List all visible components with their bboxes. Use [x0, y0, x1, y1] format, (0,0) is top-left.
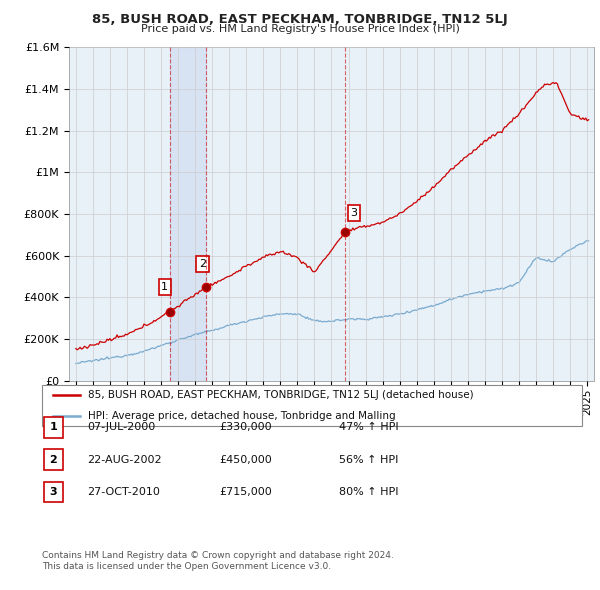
Text: 2: 2 [50, 455, 57, 464]
FancyBboxPatch shape [44, 481, 63, 503]
Text: £330,000: £330,000 [219, 422, 272, 432]
Text: 07-JUL-2000: 07-JUL-2000 [87, 422, 155, 432]
Text: £715,000: £715,000 [219, 487, 272, 497]
Text: 47% ↑ HPI: 47% ↑ HPI [339, 422, 398, 432]
FancyBboxPatch shape [44, 449, 63, 470]
Text: 3: 3 [50, 487, 57, 497]
FancyBboxPatch shape [42, 385, 582, 426]
Text: 1: 1 [161, 282, 168, 292]
Text: 2: 2 [199, 259, 206, 269]
Bar [170, 47, 206, 381]
Text: Contains HM Land Registry data © Crown copyright and database right 2024.: Contains HM Land Registry data © Crown c… [42, 550, 394, 559]
Text: 56% ↑ HPI: 56% ↑ HPI [339, 455, 398, 464]
Text: £450,000: £450,000 [219, 455, 272, 464]
Text: 85, BUSH ROAD, EAST PECKHAM, TONBRIDGE, TN12 5LJ: 85, BUSH ROAD, EAST PECKHAM, TONBRIDGE, … [92, 13, 508, 26]
FancyBboxPatch shape [44, 417, 63, 438]
Text: 1: 1 [50, 422, 57, 432]
Text: 27-OCT-2010: 27-OCT-2010 [87, 487, 160, 497]
Text: This data is licensed under the Open Government Licence v3.0.: This data is licensed under the Open Gov… [42, 562, 331, 571]
Text: 3: 3 [350, 208, 358, 218]
Text: Price paid vs. HM Land Registry's House Price Index (HPI): Price paid vs. HM Land Registry's House … [140, 24, 460, 34]
Text: 80% ↑ HPI: 80% ↑ HPI [339, 487, 398, 497]
Text: HPI: Average price, detached house, Tonbridge and Malling: HPI: Average price, detached house, Tonb… [88, 411, 395, 421]
Text: 85, BUSH ROAD, EAST PECKHAM, TONBRIDGE, TN12 5LJ (detached house): 85, BUSH ROAD, EAST PECKHAM, TONBRIDGE, … [88, 390, 473, 400]
Text: 22-AUG-2002: 22-AUG-2002 [87, 455, 161, 464]
